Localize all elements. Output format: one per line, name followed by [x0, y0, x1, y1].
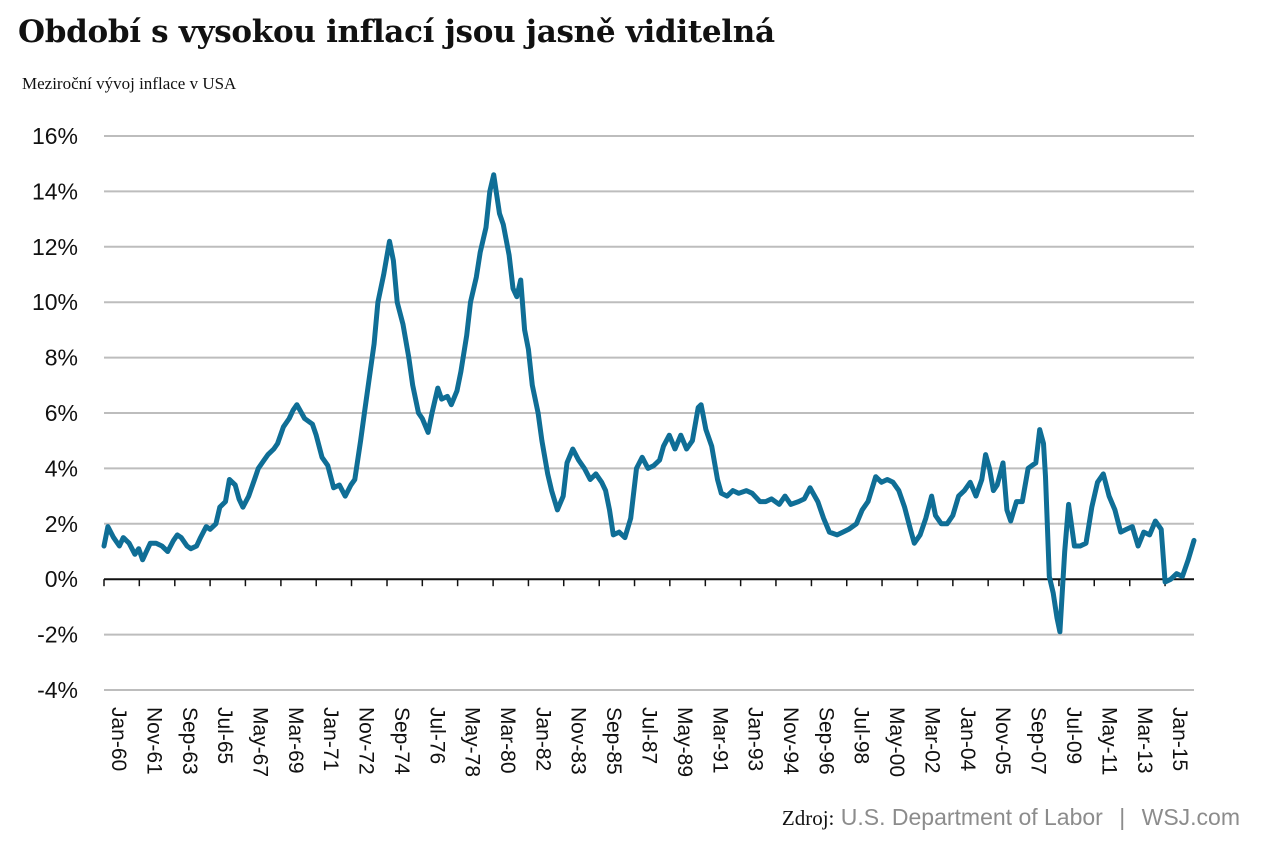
data-series — [101, 172, 1197, 635]
x-tick-label: Jul-76 — [425, 707, 448, 764]
x-axis — [103, 578, 1194, 587]
y-tick-label: -2% — [37, 622, 78, 648]
x-tick-label: Nov-61 — [142, 707, 165, 775]
y-tick-label: 10% — [32, 289, 78, 315]
x-tick-label: May-11 — [1097, 707, 1120, 775]
x-tick-label: May-00 — [885, 707, 908, 777]
x-tick-label: Jan-60 — [107, 707, 130, 771]
x-tick-label: Mar-02 — [921, 707, 944, 774]
x-tick-label: Mar-80 — [496, 707, 519, 774]
x-tick-label: Sep-85 — [602, 707, 625, 775]
source-separator: | — [1119, 804, 1126, 830]
chart-title: Období s vysokou inflací jsou jasně vidi… — [18, 14, 775, 50]
source-site: WSJ.com — [1141, 804, 1240, 830]
x-tick-label: Sep-96 — [814, 707, 837, 775]
y-tick-label: 0% — [45, 566, 78, 592]
x-tick-label: Jul-87 — [638, 707, 661, 764]
gridlines — [104, 135, 1194, 691]
x-tick-label: Nov-83 — [567, 707, 590, 775]
y-tick-label: -4% — [37, 677, 78, 703]
source-note: Zdroj: U.S. Department of Labor | WSJ.co… — [782, 804, 1240, 831]
chart-subtitle: Meziroční vývoj inflace v USA — [22, 74, 237, 93]
y-axis-tick-labels: -4% -2% 0% 2% 4% 6% 8% 10% 12% 14% 16% — [32, 123, 78, 703]
x-tick-label: Nov-94 — [779, 707, 802, 775]
y-tick-label: 16% — [32, 123, 78, 149]
y-tick-label: 14% — [32, 178, 78, 204]
x-tick-label: Sep-63 — [178, 707, 201, 775]
x-tick-label: May-78 — [461, 707, 484, 777]
x-tick-label: Sep-07 — [1027, 707, 1050, 775]
series-line — [101, 172, 1197, 635]
x-tick-label: Jan-71 — [319, 707, 342, 771]
y-tick-label: 8% — [45, 345, 78, 371]
x-tick-label: Mar-13 — [1133, 707, 1156, 774]
x-tick-label: Jan-15 — [1168, 707, 1191, 771]
x-tick-label: May-67 — [248, 707, 271, 777]
x-tick-label: Jan-82 — [531, 707, 554, 771]
x-tick-label: Nov-05 — [991, 707, 1014, 775]
x-tick-label: Mar-69 — [284, 707, 307, 774]
x-tick-label: Mar-91 — [708, 707, 731, 774]
y-tick-label: 4% — [45, 455, 78, 481]
x-tick-label: May-89 — [673, 707, 696, 777]
source-org: U.S. Department of Labor — [840, 804, 1103, 830]
x-tick-label: Jul-98 — [850, 707, 873, 764]
y-tick-label: 12% — [32, 234, 78, 260]
x-tick-label: Sep-74 — [390, 707, 413, 775]
x-tick-label: Jul-09 — [1062, 707, 1085, 764]
x-tick-label: Jan-93 — [744, 707, 767, 771]
x-tick-label: Jul-65 — [213, 707, 236, 764]
x-tick-label: Jan-04 — [956, 707, 979, 772]
x-axis-tick-labels: Jan-60 Nov-61 Sep-63 Jul-65 May-67 Mar-69 Jan-… — [107, 707, 1191, 777]
x-tick-label: Nov-72 — [355, 707, 378, 775]
y-tick-label: 6% — [45, 400, 78, 426]
source-label: Zdroj: — [781, 806, 835, 830]
y-tick-label: 2% — [45, 511, 78, 537]
